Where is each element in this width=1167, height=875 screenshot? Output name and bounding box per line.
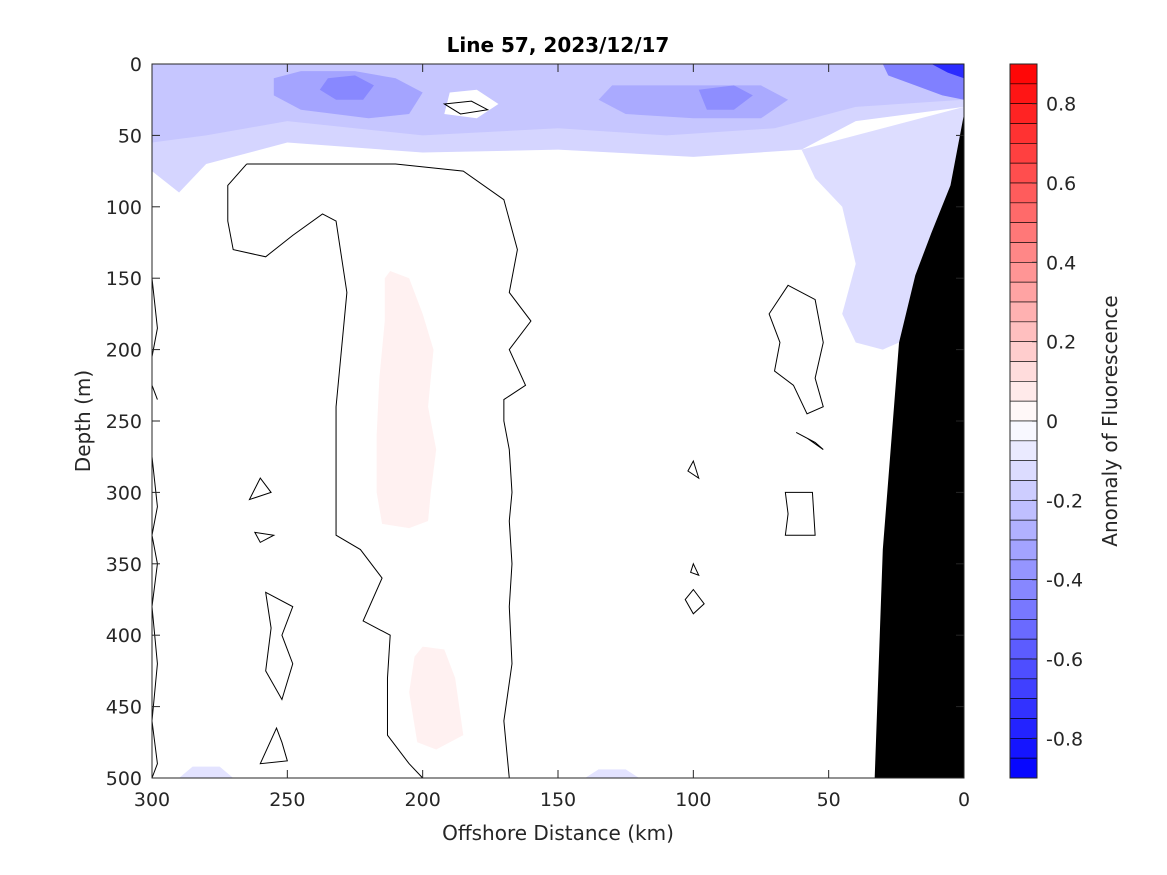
colorbar-swatch <box>1009 143 1038 164</box>
colorbar-swatch <box>1009 262 1038 283</box>
colorbar-tick-label: 0.8 <box>1046 94 1076 116</box>
contour-line <box>253 531 276 544</box>
colorbar-swatch <box>1009 301 1038 323</box>
colorbar-swatch <box>1009 202 1038 223</box>
colorbar-swatch <box>1009 718 1038 739</box>
colorbar-swatch <box>1009 162 1038 184</box>
x-tick-label: 50 <box>817 789 841 811</box>
y-tick-label: 150 <box>106 268 142 290</box>
colorbar-swatch <box>1009 182 1038 204</box>
plot-area <box>152 64 964 779</box>
colorbar-swatch <box>1009 638 1038 660</box>
colorbar-swatch <box>1009 321 1038 342</box>
colorbar-swatch <box>1009 460 1038 481</box>
colorbar-swatch <box>1009 480 1038 501</box>
y-tick-label: 200 <box>106 340 142 362</box>
colorbar-tick-label: -0.6 <box>1046 649 1083 671</box>
colorbar-swatch <box>1009 103 1038 124</box>
x-tick-label: 100 <box>675 789 711 811</box>
contour-line <box>684 588 705 615</box>
colorbar-swatch <box>1009 361 1038 382</box>
anomaly-bottom-blip-central <box>585 769 640 778</box>
colorbar: 0.8 0.6 0.4 0.2 0 -0.2 -0.4 -0.6 -0.8 <box>1009 63 1083 779</box>
contour-line <box>784 491 816 536</box>
x-tick-label: 300 <box>134 789 170 811</box>
chart-title: Line 57, 2023/12/17 <box>447 33 670 57</box>
contour-line <box>795 431 824 450</box>
zero-contour-lines <box>151 100 824 779</box>
anomaly-surface-patch-central <box>598 85 789 119</box>
anomaly-positive-patch-upper <box>376 271 437 529</box>
anomaly-nearshore-core <box>931 64 964 79</box>
contour-line <box>259 726 288 765</box>
x-tick-label: 200 <box>405 789 441 811</box>
y-tick-label: 250 <box>106 411 142 433</box>
colorbar-swatch <box>1009 63 1038 85</box>
colorbar-tick-label: 0.2 <box>1046 332 1076 354</box>
axes: 300 250 200 150 100 50 00501001502002503003504… <box>106 54 970 811</box>
anomaly-positive-patch-lower <box>409 646 464 750</box>
colorbar-swatch <box>1009 539 1038 561</box>
colorbar-swatch <box>1009 281 1038 303</box>
colorbar-swatch <box>1009 599 1038 620</box>
contour-line <box>151 278 158 357</box>
colorbar-swatch <box>1009 440 1038 461</box>
contour-line <box>151 385 158 400</box>
anomaly-surface-core-central <box>698 85 753 110</box>
y-tick-label: 0 <box>130 54 142 76</box>
colorbar-swatch <box>1009 757 1038 779</box>
anomaly-bottom-blip-west <box>179 766 234 778</box>
colorbar-tick-label: 0 <box>1046 411 1058 433</box>
contour-line <box>265 591 294 701</box>
anomaly-surface-gap <box>444 89 499 119</box>
colorbar-swatch <box>1009 400 1038 422</box>
y-tick-label: 50 <box>118 125 142 147</box>
colorbar-tick-label: -0.4 <box>1046 570 1083 592</box>
colorbar-swatch <box>1009 123 1038 144</box>
contour-line <box>768 284 824 415</box>
contour-line <box>442 100 490 115</box>
contour-line <box>248 477 272 501</box>
colorbar-label: Anomaly of Fluorescence <box>1098 295 1122 546</box>
colorbar-swatch <box>1009 559 1038 580</box>
contour-line <box>246 163 532 779</box>
colorbar-swatch <box>1009 341 1038 362</box>
colorbar-tick-label: -0.2 <box>1046 490 1083 512</box>
y-tick-label: 450 <box>106 697 142 719</box>
anomaly-nearshore-band <box>801 106 964 350</box>
y-tick-label: 100 <box>106 197 142 219</box>
colorbar-tick-label: 0.6 <box>1046 173 1076 195</box>
contour-line <box>227 163 424 779</box>
colorbar-swatch <box>1009 500 1038 521</box>
colorbar-swatch <box>1009 738 1038 759</box>
colorbar-swatch <box>1009 579 1038 600</box>
colorbar-tick-label: -0.8 <box>1046 728 1083 750</box>
colorbar-swatch <box>1009 619 1038 640</box>
colorbar-tick-label: 0.4 <box>1046 252 1076 274</box>
colorbar-swatch <box>1009 698 1038 719</box>
anomaly-nearshore-surface <box>882 64 964 100</box>
colorbar-swatch <box>1009 658 1038 680</box>
colorbar-swatch <box>1009 222 1038 243</box>
colorbar-swatch <box>1009 678 1038 699</box>
x-tick-label: 0 <box>958 789 970 811</box>
y-tick-label: 300 <box>106 482 142 504</box>
y-tick-label: 500 <box>106 768 142 790</box>
y-tick-label: 400 <box>106 625 142 647</box>
anomaly-surface-core-west <box>319 75 374 100</box>
contour-line <box>687 459 700 480</box>
x-tick-label: 250 <box>269 789 305 811</box>
bathymetry-seafloor <box>874 113 964 779</box>
colorbar-swatch <box>1009 420 1038 442</box>
colorbar-swatch <box>1009 381 1038 402</box>
y-tick-label: 350 <box>106 554 142 576</box>
colorbar-swatch <box>1009 83 1038 104</box>
colorbar-swatch <box>1009 519 1038 541</box>
y-axis-label: Depth (m) <box>71 370 95 472</box>
x-axis-label: Offshore Distance (km) <box>442 821 674 845</box>
colorbar-swatch <box>1009 242 1038 263</box>
x-tick-label: 150 <box>540 789 576 811</box>
contour-line <box>690 562 700 577</box>
